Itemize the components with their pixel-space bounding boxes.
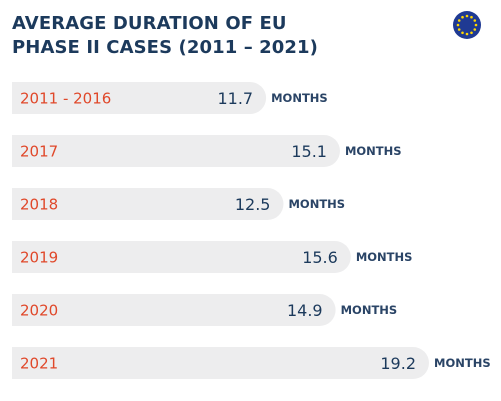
- category-label-5: 2021: [20, 355, 58, 373]
- category-label-1: 2017: [20, 143, 58, 161]
- flag-star: [456, 23, 460, 27]
- category-label-0: 2011 - 2016: [20, 90, 111, 108]
- flag-star: [465, 14, 469, 18]
- value-label-5: 19.2: [380, 354, 416, 373]
- bar-2: [12, 188, 284, 220]
- flag-star: [465, 32, 469, 36]
- flag-star: [457, 19, 461, 22]
- flag-star: [457, 28, 461, 31]
- category-label-4: 2020: [20, 302, 58, 320]
- bar-5: [12, 347, 429, 379]
- value-label-0: 11.7: [217, 89, 253, 108]
- flag-star: [470, 15, 473, 19]
- flag-star: [461, 15, 464, 19]
- unit-label-5: MONTHS: [434, 356, 491, 370]
- bar-3: [12, 241, 351, 273]
- unit-label-1: MONTHS: [345, 144, 402, 158]
- bar-4: [12, 294, 336, 326]
- unit-label-3: MONTHS: [356, 250, 413, 264]
- unit-label-2: MONTHS: [288, 197, 345, 211]
- flag-star: [473, 28, 477, 31]
- chart-title-line-1: AVERAGE DURATION OF EU: [12, 13, 287, 34]
- unit-label-4: MONTHS: [341, 303, 398, 317]
- value-label-3: 15.6: [302, 248, 338, 267]
- chart-title: AVERAGE DURATION OF EU PHASE II CASES (2…: [12, 12, 432, 60]
- unit-label-0: MONTHS: [271, 91, 328, 105]
- category-label-3: 2019: [20, 249, 58, 267]
- eu-flag-icon: [453, 11, 481, 39]
- flag-star: [470, 31, 473, 35]
- value-label-4: 14.9: [287, 301, 323, 320]
- chart-title-line-2: PHASE II CASES (2011 – 2021): [12, 37, 318, 58]
- flag-star: [473, 19, 477, 22]
- bar-0: [12, 82, 267, 114]
- flag-star: [474, 23, 478, 27]
- bar-1: [12, 135, 340, 167]
- flag-star: [461, 31, 464, 35]
- category-label-2: 2018: [20, 196, 58, 214]
- value-label-1: 15.1: [291, 142, 327, 161]
- value-label-2: 12.5: [235, 195, 271, 214]
